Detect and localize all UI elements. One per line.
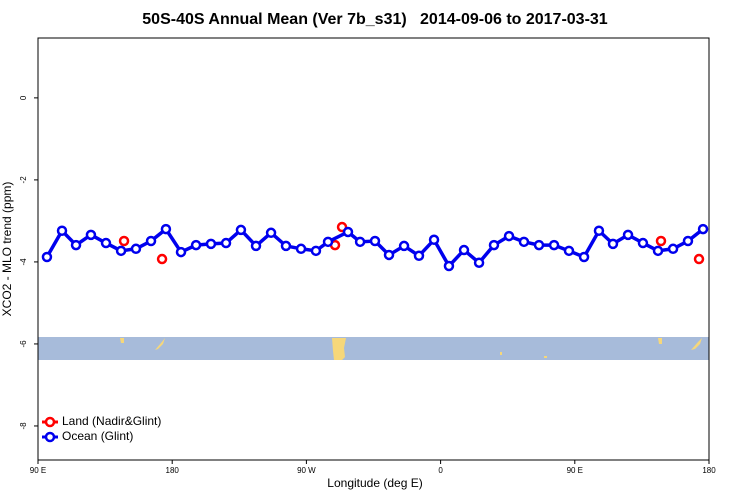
data-point <box>518 236 530 248</box>
data-point <box>697 223 709 235</box>
y-tick-label: -8 <box>19 422 28 430</box>
data-point <box>156 253 168 265</box>
data-point <box>280 240 292 252</box>
plot-frame <box>37 37 710 461</box>
x-tick-label: 180 <box>702 466 716 475</box>
data-point <box>160 223 172 235</box>
data-point <box>473 257 485 268</box>
data-point <box>205 238 217 250</box>
data-point <box>563 245 575 257</box>
data-point <box>593 225 605 237</box>
data-point <box>220 237 232 249</box>
data-point <box>578 251 590 263</box>
data-point <box>41 251 53 263</box>
series-line <box>45 226 705 269</box>
data-point <box>145 235 157 247</box>
data-point <box>607 238 619 250</box>
data-point <box>667 243 679 255</box>
data-point <box>655 235 667 247</box>
data-point <box>548 239 560 251</box>
data-point <box>250 240 262 252</box>
y-tick-label: -6 <box>19 340 28 348</box>
legend-marker <box>44 431 56 443</box>
data-point <box>70 239 82 251</box>
y-tick-label: -2 <box>19 176 28 184</box>
data-point <box>443 260 455 272</box>
x-tick-label: 0 <box>438 466 443 475</box>
data-point <box>85 229 97 241</box>
data-point <box>56 225 68 237</box>
data-point <box>310 245 322 257</box>
map-strip <box>38 337 709 360</box>
x-tick-label: 90 E <box>30 466 46 475</box>
data-point <box>383 249 395 261</box>
x-axis-label: Longitude (deg E) <box>327 476 422 490</box>
y-tick-label: 0 <box>19 95 28 100</box>
chart-title: 50S-40S Annual Mean (Ver 7b_s31) 2014-09… <box>142 11 608 28</box>
data-point <box>637 237 649 249</box>
data-point <box>295 243 307 255</box>
data-point <box>622 229 634 241</box>
x-tick-label: 90 W <box>297 466 316 475</box>
legend-label: Ocean (Glint) <box>62 429 133 443</box>
data-point <box>428 234 440 246</box>
data-point <box>265 227 277 239</box>
data-point <box>118 235 130 247</box>
data-point <box>533 239 545 251</box>
x-tick-label: 90 E <box>567 466 583 475</box>
data-point <box>115 245 127 257</box>
y-axis-label: XCO2 - MLO trend (ppm) <box>0 182 14 317</box>
data-point <box>458 244 470 256</box>
data-point <box>693 253 705 265</box>
data-point <box>342 226 354 238</box>
data-point <box>369 235 381 247</box>
data-point <box>488 239 500 251</box>
data-point <box>503 230 515 242</box>
y-tick-label: -4 <box>19 258 28 266</box>
data-point <box>652 245 664 257</box>
data-point <box>682 235 694 247</box>
data-point <box>322 236 334 248</box>
data-point <box>235 224 247 236</box>
data-point <box>413 250 425 262</box>
data-point <box>130 243 142 255</box>
data-point <box>190 239 202 251</box>
data-point <box>354 236 366 248</box>
x-tick-label: 180 <box>166 466 180 475</box>
legend-marker <box>44 416 56 428</box>
data-point <box>100 237 112 249</box>
data-point <box>398 240 410 252</box>
legend-label: Land (Nadir&Glint) <box>62 414 161 428</box>
legend: Land (Nadir&Glint) Ocean (Glint) <box>42 414 161 443</box>
data-point <box>175 246 187 258</box>
